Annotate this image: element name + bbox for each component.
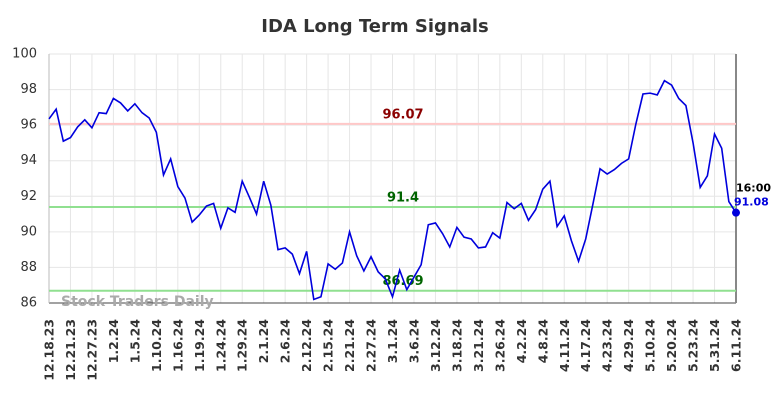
x-tick-label: 2.6.24	[278, 319, 293, 364]
x-tick-label: 3.6.24	[406, 319, 421, 364]
last-point	[732, 208, 740, 217]
x-tick-label: 4.23.24	[600, 319, 615, 372]
x-tick-label: 12.21.23	[63, 319, 78, 381]
x-tick-label: 5.20.24	[664, 319, 679, 372]
chart-title: IDA Long Term Signals	[261, 16, 489, 37]
x-tick-label: 4.2.24	[514, 319, 529, 364]
x-tick-label: 3.26.24	[492, 319, 507, 372]
x-tick-label: 12.18.23	[42, 319, 57, 381]
x-tick-label: 5.31.24	[707, 319, 722, 372]
x-tick-label: 2.12.24	[299, 319, 314, 372]
y-tick-label: 100	[12, 47, 37, 62]
x-tick-label: 1.16.24	[170, 319, 185, 372]
y-tick-label: 90	[20, 224, 37, 239]
x-tick-label: 4.17.24	[578, 319, 593, 372]
x-tick-label: 3.21.24	[471, 319, 486, 372]
x-tick-label: 1.29.24	[235, 319, 250, 372]
x-tick-label: 3.1.24	[385, 319, 400, 364]
x-tick-label: 12.27.23	[84, 319, 99, 381]
y-tick-label: 98	[20, 82, 37, 97]
y-tick-label: 92	[20, 189, 37, 204]
x-tick-label: 4.29.24	[621, 319, 636, 372]
signal-label: 96.07	[382, 107, 423, 122]
price-line	[48, 79, 737, 301]
x-tick-label: 1.5.24	[127, 319, 142, 364]
last-time: 16:00	[736, 182, 771, 195]
x-tick-label: 4.8.24	[535, 319, 550, 364]
x-tick-label: 2.21.24	[342, 319, 357, 372]
y-tick-label: 88	[20, 260, 37, 275]
x-tick-label: 4.11.24	[557, 319, 572, 372]
x-tick-label: 6.11.24	[729, 319, 744, 372]
x-tick-label: 1.19.24	[192, 319, 207, 372]
x-tick-label: 2.15.24	[321, 319, 336, 372]
watermark: Stock Traders Daily	[61, 294, 214, 310]
y-tick-label: 86	[20, 296, 37, 311]
x-tick-label: 5.23.24	[686, 319, 701, 372]
x-tick-label: 2.27.24	[364, 319, 379, 372]
x-tick-label: 3.12.24	[428, 319, 443, 372]
x-tick-label: 2.1.24	[256, 319, 271, 364]
x-tick-label: 5.10.24	[643, 319, 658, 372]
y-tick-label: 94	[20, 153, 37, 168]
signal-label: 91.4	[387, 190, 419, 205]
x-tick-label: 1.2.24	[106, 319, 121, 364]
y-tick-label: 96	[20, 118, 37, 133]
last-value: 91.08	[734, 196, 769, 209]
x-tick-label: 3.18.24	[449, 319, 464, 372]
x-tick-label: 1.10.24	[149, 319, 164, 372]
x-tick-label: 1.24.24	[213, 319, 228, 372]
